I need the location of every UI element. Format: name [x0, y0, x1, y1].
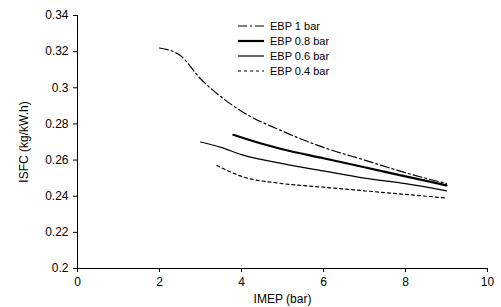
- svg-text:0.2: 0.2: [52, 261, 69, 275]
- svg-text:8: 8: [402, 275, 409, 289]
- html-text:EBP 0.6 bar: EBP 0.6 bar: [270, 49, 330, 62]
- svg-text:0: 0: [74, 275, 81, 289]
- svg-text:0.26: 0.26: [45, 153, 69, 167]
- html-text:EBP 0.4 bar: EBP 0.4 bar: [270, 64, 330, 77]
- html-text:EBP 1 bar: EBP 1 bar: [270, 19, 320, 32]
- svg-text:0.32: 0.32: [45, 44, 69, 58]
- svg-text:0.3: 0.3: [52, 81, 69, 95]
- svg-text:10: 10: [481, 275, 495, 289]
- svg-text:0.34: 0.34: [45, 8, 69, 22]
- svg-text:0.28: 0.28: [45, 117, 69, 131]
- svg-text:4: 4: [238, 275, 245, 289]
- html-text:EBP 0.8 bar: EBP 0.8 bar: [270, 34, 330, 47]
- svg-text:IMEP (bar): IMEP (bar): [254, 292, 312, 306]
- svg-text:6: 6: [320, 275, 327, 289]
- svg-text:0.24: 0.24: [45, 189, 69, 203]
- svg-text:ISFC (kg/kW.h): ISFC (kg/kW.h): [17, 101, 31, 182]
- svg-text:2: 2: [156, 275, 163, 289]
- svg-text:0.22: 0.22: [45, 225, 69, 239]
